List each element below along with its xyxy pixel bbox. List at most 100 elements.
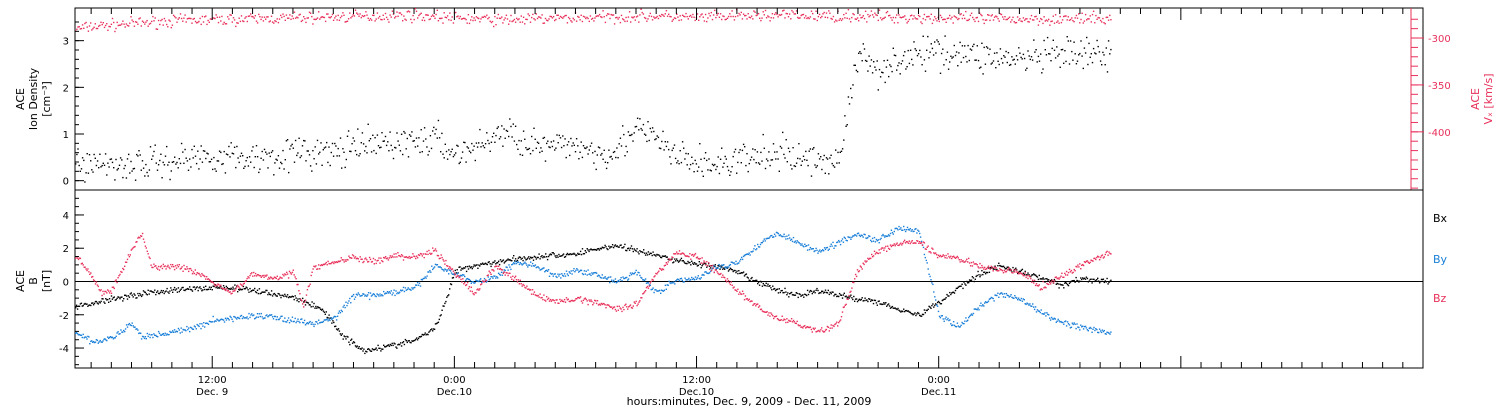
data-point [270,15,273,17]
data-point [450,268,453,271]
data-point [261,16,263,18]
data-point [581,302,584,304]
data-point [392,256,394,258]
data-point [261,275,263,277]
data-point [638,301,640,303]
data-point [994,294,996,296]
data-point [257,292,260,295]
data-point [322,263,325,266]
data-point [929,275,931,278]
data-point [631,16,633,18]
data-point [406,288,408,291]
data-point [770,17,772,19]
data-point [333,321,335,324]
data-point [310,323,312,325]
data-point [1033,19,1035,21]
data-point [539,293,541,295]
data-point [266,314,268,316]
data-point [701,257,703,259]
data-point [852,235,854,237]
data-point [531,289,534,291]
data-point [737,288,739,290]
data-point [680,161,683,164]
data-point [959,13,961,16]
data-point [332,155,335,157]
data-point [276,275,278,277]
data-point [351,295,354,297]
data-point [792,11,794,13]
data-point [512,20,514,22]
data-point [1079,280,1081,282]
data-point [79,257,82,260]
data-point [337,328,340,330]
data-point [889,232,892,235]
data-point [892,47,894,49]
data-point [380,18,382,21]
data-point [78,305,81,307]
data-point [790,291,793,294]
data-point [583,253,586,255]
data-point [489,150,491,152]
data-point [933,252,935,254]
data-point [913,230,915,232]
vx-axis-title: ACE Vₓ [km/s] [1469,73,1495,124]
data-point [712,14,715,16]
data-point [429,252,431,254]
data-point [402,20,404,22]
data-point [232,153,235,155]
data-point [213,283,215,285]
data-point [852,281,854,284]
data-point [602,247,604,249]
data-point [410,135,412,137]
data-point [296,16,298,18]
data-point [221,318,224,321]
data-point [400,254,403,256]
data-point [240,284,243,286]
data-point [206,278,209,280]
data-point [936,39,938,41]
data-point [269,293,271,296]
data-point [470,19,472,21]
data-point [322,16,324,18]
data-point [642,293,644,295]
data-point [816,165,818,167]
data-point [899,310,901,312]
data-point [844,237,846,239]
data-point [138,295,140,297]
data-point [373,293,375,296]
data-point [720,272,722,275]
data-point [918,242,920,244]
data-point [357,128,359,130]
data-point [547,297,550,299]
data-point [931,304,933,307]
data-point [739,272,741,275]
data-point [382,14,384,16]
data-point [98,301,100,303]
data-point [798,17,800,19]
data-point [239,283,242,285]
data-point [329,17,331,19]
data-point [572,270,574,272]
data-point [198,272,200,275]
data-point [113,21,115,24]
data-point [531,135,533,138]
data-point [275,277,277,280]
data-point [318,264,320,266]
data-point [849,291,851,293]
data-point [326,318,328,320]
data-point [924,19,927,21]
data-point [548,18,550,20]
data-point [703,274,705,276]
data-point [950,293,952,296]
data-point [268,21,270,23]
data-point [842,306,845,309]
data-point [768,312,770,314]
data-point [114,280,116,282]
data-point [520,258,522,260]
data-point [515,279,518,281]
data-point [443,12,445,14]
data-point [687,278,689,281]
data-point [999,293,1001,295]
data-point [228,319,230,321]
data-point [284,19,286,21]
